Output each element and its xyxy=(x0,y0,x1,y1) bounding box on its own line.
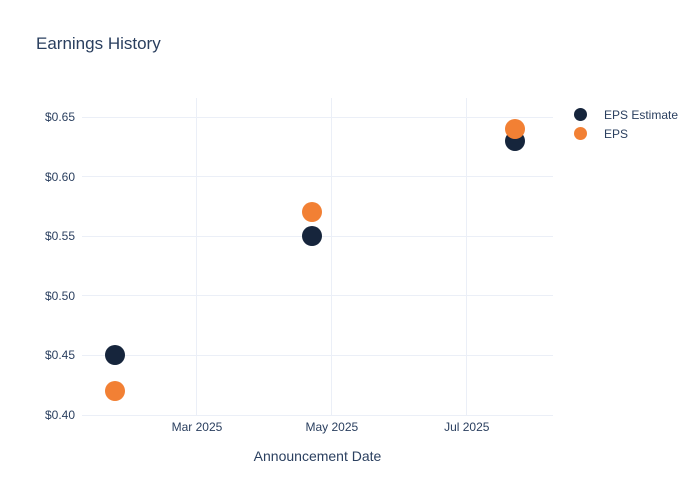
x-gridline xyxy=(196,98,198,415)
legend-item-eps-estimate[interactable]: EPS Estimate xyxy=(574,105,678,124)
legend-item-eps[interactable]: EPS xyxy=(574,124,678,143)
x-tick-label: Mar 2025 xyxy=(171,420,223,434)
y-gridline xyxy=(82,176,553,178)
y-tick-label: $0.50 xyxy=(44,288,75,303)
y-tick-label: $0.65 xyxy=(44,110,75,125)
y-gridline xyxy=(82,295,553,297)
y-gridline xyxy=(82,116,553,118)
data-point-eps[interactable] xyxy=(505,118,526,139)
chart-title: Earnings History xyxy=(36,34,161,53)
data-point-eps-estimate[interactable] xyxy=(105,345,126,366)
legend-label: EPS xyxy=(604,126,629,141)
data-point-eps[interactable] xyxy=(301,202,322,223)
data-point-eps-estimate[interactable] xyxy=(301,226,322,247)
legend-marker-icon xyxy=(574,127,587,140)
plot-area xyxy=(82,98,553,416)
legend-label: EPS Estimate xyxy=(604,107,679,122)
y-gridline xyxy=(82,414,553,416)
x-gridline xyxy=(466,98,468,415)
data-point-eps[interactable] xyxy=(105,381,126,402)
y-tick-label: $0.60 xyxy=(44,169,75,184)
y-gridline xyxy=(82,354,553,356)
legend-marker-icon xyxy=(574,108,587,121)
x-tick-label: Jul 2025 xyxy=(444,420,490,434)
x-gridline xyxy=(331,98,333,415)
y-tick-label: $0.55 xyxy=(44,229,75,244)
legend: EPS Estimate EPS xyxy=(574,105,678,143)
y-tick-label: $0.45 xyxy=(44,348,75,363)
y-tick-label: $0.40 xyxy=(44,408,75,422)
x-axis-title: Announcement Date xyxy=(253,448,382,464)
x-tick-label: May 2025 xyxy=(305,420,359,434)
